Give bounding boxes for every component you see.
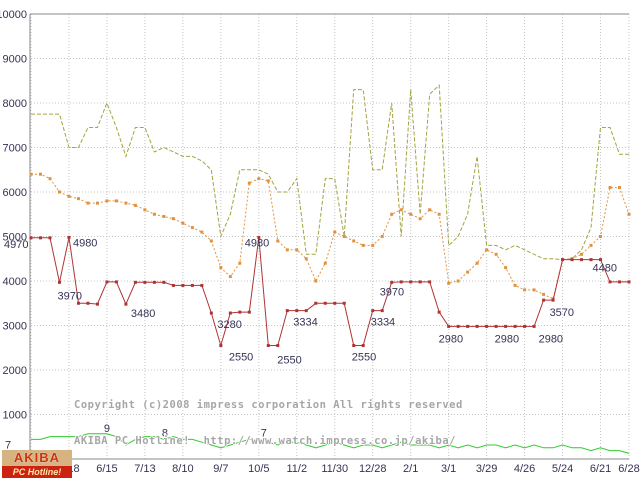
x-axis-labels: 4/135/186/157/138/109/710/511/211/3012/2…	[20, 463, 639, 475]
y-axis-labels: 1000 2000 3000 4000 5000 6000 7000 8000 9000 1000…	[0, 9, 27, 422]
svg-text:4980: 4980	[73, 237, 97, 249]
akiba-logo: AKIBA PC Hotline!	[2, 450, 72, 478]
copyright-notice: Copyright (c)2008 impress corporation Al…	[74, 375, 463, 471]
svg-text:2000: 2000	[3, 365, 27, 377]
svg-text:6/21: 6/21	[590, 463, 611, 475]
svg-text:4480: 4480	[593, 263, 617, 275]
svg-text:4/26: 4/26	[514, 463, 535, 475]
svg-text:1000: 1000	[3, 410, 27, 422]
copyright-line1: Copyright (c)2008 impress corporation Al…	[74, 399, 463, 411]
svg-text:2980: 2980	[539, 333, 563, 345]
svg-text:3970: 3970	[380, 286, 404, 298]
svg-text:7000: 7000	[3, 143, 27, 155]
svg-text:7: 7	[5, 439, 11, 451]
svg-text:5/24: 5/24	[552, 463, 573, 475]
svg-text:3334: 3334	[293, 317, 317, 329]
series-max-price	[31, 84, 629, 261]
svg-text:8: 8	[162, 427, 168, 439]
akiba-logo-title: AKIBA	[2, 450, 72, 466]
svg-text:3280: 3280	[217, 319, 241, 331]
copyright-line2: AKIBA PC Hotline! http://www.watch.impre…	[74, 435, 457, 447]
svg-text:4970: 4970	[4, 239, 28, 251]
series-shop-count	[31, 433, 630, 454]
svg-text:3480: 3480	[131, 308, 155, 320]
svg-text:3970: 3970	[57, 290, 81, 302]
svg-text:2/1: 2/1	[403, 463, 418, 475]
svg-text:9: 9	[104, 423, 110, 435]
svg-text:8000: 8000	[3, 98, 27, 110]
svg-text:9000: 9000	[3, 54, 27, 66]
svg-text:12/28: 12/28	[359, 463, 387, 475]
data-point-labels: 4970 3970 4980 3480 3280 2550 4980 2550 3334 2550…	[4, 237, 617, 451]
svg-text:11/2: 11/2	[286, 463, 307, 475]
svg-text:6/15: 6/15	[96, 463, 117, 475]
svg-text:9/7: 9/7	[213, 463, 228, 475]
svg-text:2550: 2550	[277, 355, 301, 367]
series-avg-price	[29, 172, 631, 301]
svg-text:2550: 2550	[352, 352, 376, 364]
svg-text:4000: 4000	[3, 276, 27, 288]
svg-text:3/1: 3/1	[441, 463, 456, 475]
svg-text:6000: 6000	[3, 187, 27, 199]
series-min-price	[29, 235, 631, 348]
svg-text:2550: 2550	[229, 352, 253, 364]
svg-text:3/29: 3/29	[476, 463, 497, 475]
svg-text:2980: 2980	[439, 333, 463, 345]
svg-text:7/13: 7/13	[134, 463, 155, 475]
svg-text:3334: 3334	[371, 317, 395, 329]
svg-text:11/30: 11/30	[321, 463, 348, 475]
svg-text:4980: 4980	[245, 237, 269, 249]
svg-text:2980: 2980	[495, 333, 519, 345]
svg-text:5000: 5000	[3, 232, 27, 244]
svg-text:6/28: 6/28	[618, 463, 639, 475]
svg-text:8/10: 8/10	[172, 463, 193, 475]
akiba-logo-subtitle: PC Hotline!	[2, 466, 72, 478]
svg-text:10000: 10000	[0, 9, 27, 21]
svg-text:7: 7	[261, 427, 267, 439]
svg-text:3570: 3570	[550, 307, 574, 319]
svg-text:10/5: 10/5	[248, 463, 269, 475]
svg-text:3000: 3000	[3, 321, 27, 333]
